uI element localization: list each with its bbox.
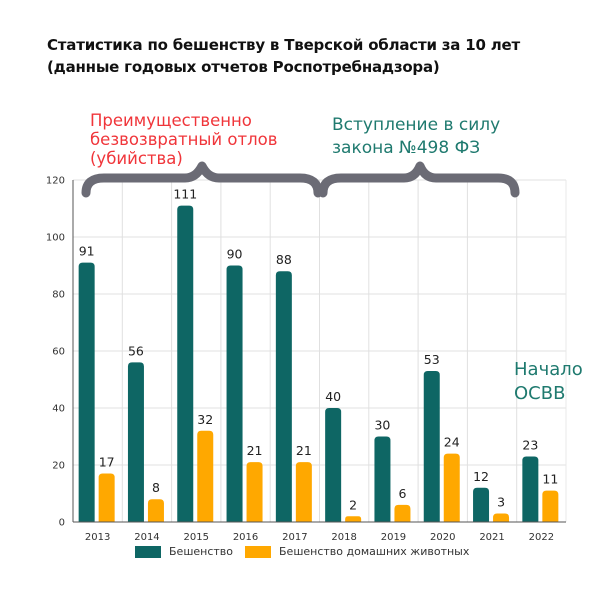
bar-pets [246,462,263,522]
data-label: 3 [497,494,505,509]
annotation-line: Вступление в силу [332,115,501,135]
data-label: 12 [473,469,489,484]
x-tick-label: 2020 [430,532,455,543]
bar-rabies [127,362,144,522]
data-label: 8 [152,480,160,495]
x-tick-label: 2016 [233,532,258,543]
annotation-line: Преимущественно [90,111,252,130]
bar-pets [345,516,362,522]
legend-label: Бешенство [169,545,234,558]
annotation-line: Начало [514,359,583,380]
data-label: 91 [79,244,95,259]
y-tick-label: 120 [46,176,65,187]
legend: Бешенство Бешенство домашних животных [135,545,481,558]
gridlines [73,179,567,522]
legend-item-rabies: Бешенство [135,545,233,558]
brace-left [81,161,323,198]
chart-title-line-2: (данные годовых отчетов Роспотребнадзора… [47,58,440,76]
bar-rabies [78,262,95,522]
data-label: 2 [349,497,357,512]
bar-pets [493,513,510,522]
bar-rabies [473,487,490,522]
bar-pets [197,430,214,522]
data-label: 111 [173,187,197,202]
data-label: 32 [197,412,213,427]
bar-pets [443,453,460,522]
annotation-line: (убийства) [90,149,183,168]
x-tick-label: 2017 [282,532,307,543]
data-label: 90 [227,247,243,262]
braces [81,161,520,198]
legend-swatch-rabies [135,545,161,558]
legend-swatch-pets [245,545,272,558]
bar-rabies [275,271,292,522]
x-tick-label: 2021 [479,532,504,543]
data-label: 21 [296,443,312,458]
annotation-line: закона №498 ФЗ [332,138,481,158]
annotation-law-498: Вступление в силу закона №498 ФЗ [332,114,500,160]
x-tick-label: 2019 [381,532,406,543]
y-tick-label: 40 [52,404,65,415]
annotation-lethal-capture: Преимущественно безвозвратный отлов (уби… [90,111,277,168]
chart-title: Статистика по бешенству в Тверской облас… [47,34,567,78]
bar-pets [394,504,411,522]
annotation-line: безвозвратный отлов [90,130,278,149]
y-tick-label: 60 [52,347,65,358]
data-label: 11 [542,472,558,487]
bar-pets [295,462,312,522]
bar-rabies [226,265,243,522]
y-tick-label: 100 [46,233,65,244]
annotation-line: ОСВВ [514,383,566,404]
data-label: 23 [522,437,538,452]
y-tick-label: 0 [59,518,65,529]
x-tick-label: 2022 [529,532,554,543]
data-label: 30 [374,418,390,433]
annotation-osvv-start: Начало ОСВВ [514,358,583,406]
bar-pets [98,473,115,522]
bar-pets [542,490,559,522]
bars [78,205,559,522]
data-label: 6 [398,486,406,501]
brace-right [318,161,520,198]
data-labels: 91 17 56 8 111 32 90 21 88 21 40 2 30 6 53 24 12 3 23 11 [79,187,559,513]
data-label: 21 [247,443,263,458]
bar-rabies [522,456,539,522]
bar-rabies [423,370,440,522]
data-label: 53 [424,352,440,367]
data-label: 56 [128,343,144,358]
y-tick-label: 20 [52,461,65,472]
chart-title-line-1: Статистика по бешенству в Тверской облас… [47,36,521,54]
axes: 0 20 40 60 80 100 120 2013 2014 2015 2016 2017 2018 2… [46,176,566,543]
data-label: 24 [444,435,460,450]
bar-rabies [325,408,342,522]
x-tick-label: 2015 [184,532,209,543]
legend-label: Бешенство домашних животных [279,545,470,558]
data-label: 40 [325,389,341,404]
bar-rabies [177,205,194,522]
bar-rabies [374,436,391,522]
data-label: 17 [99,455,115,470]
x-tick-label: 2014 [134,532,159,543]
bar-pets [147,499,164,522]
data-label: 88 [276,252,292,267]
y-tick-label: 80 [52,290,65,301]
legend-item-pets: Бешенство домашних животных [245,545,469,558]
x-tick-label: 2018 [331,532,356,543]
x-tick-label: 2013 [85,532,110,543]
